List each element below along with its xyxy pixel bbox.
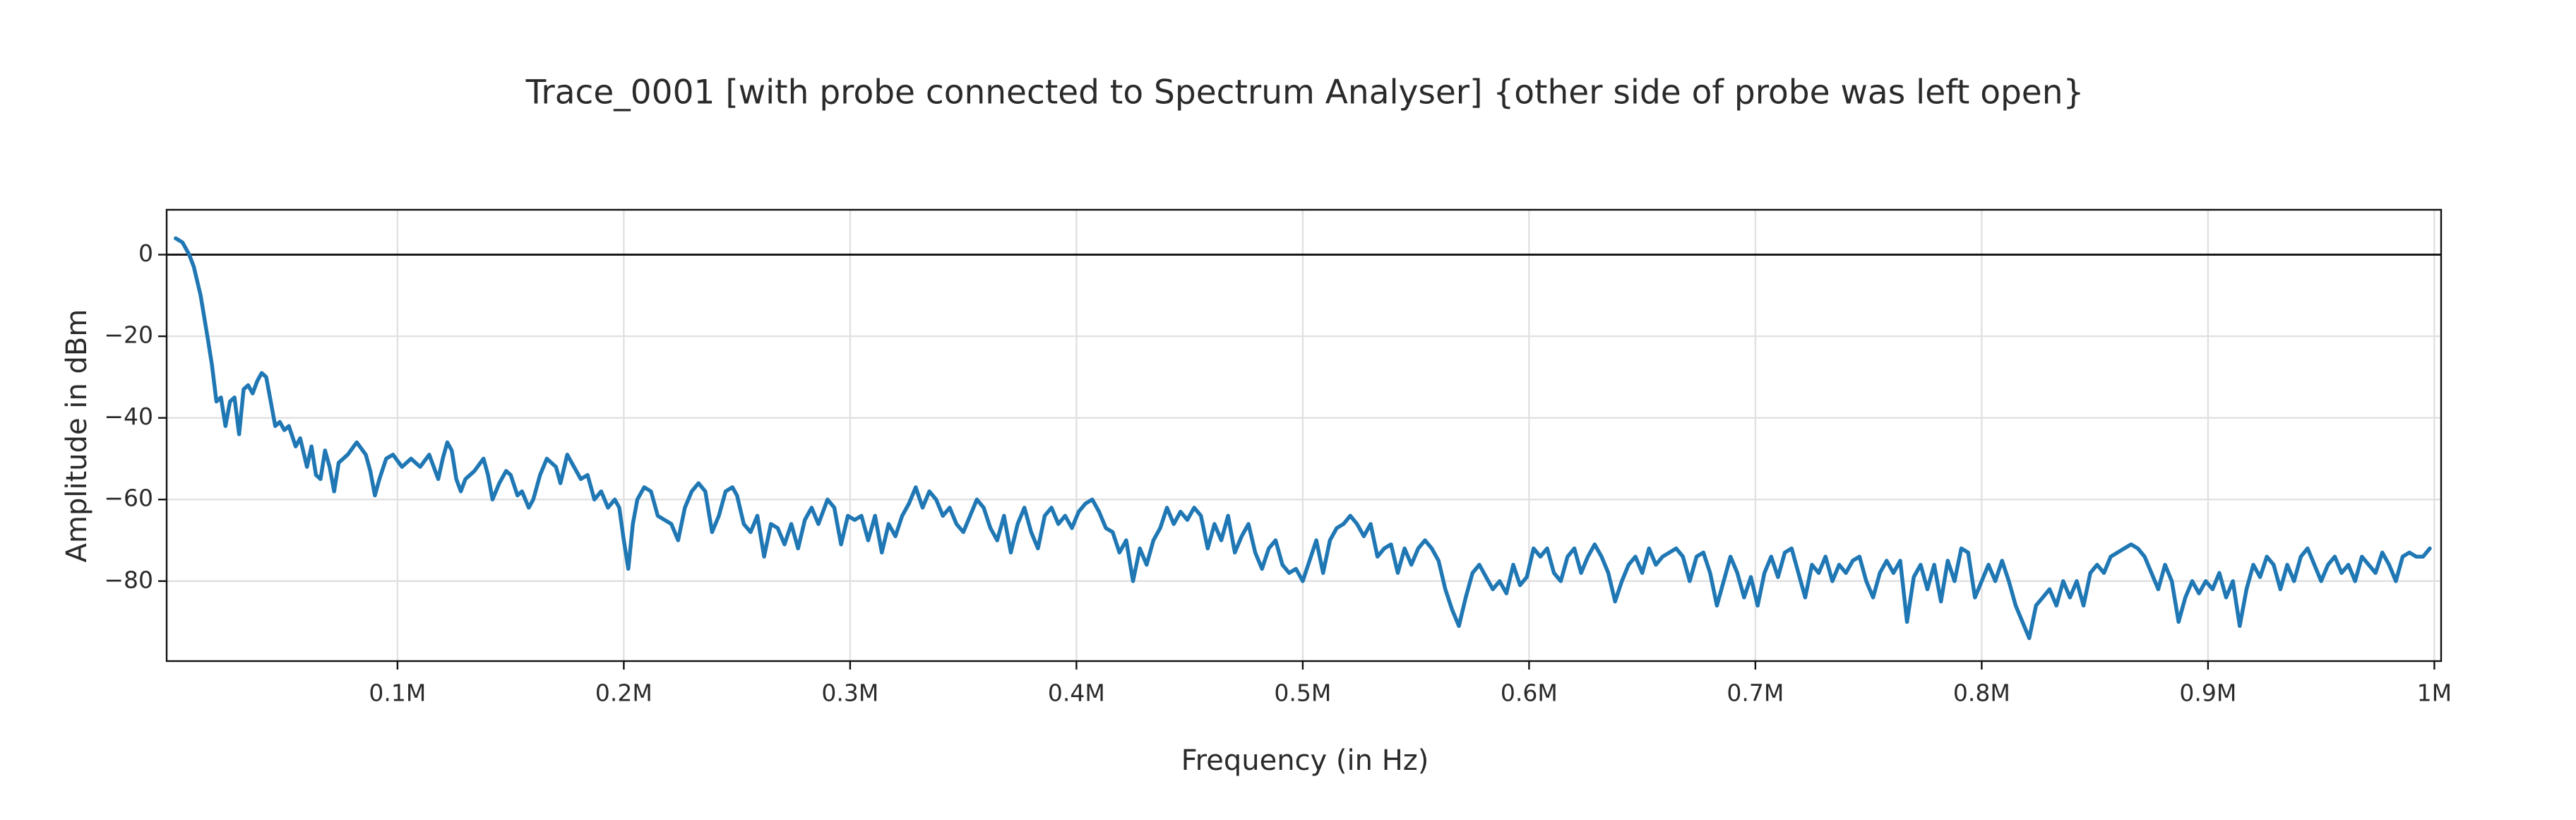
- plot-frame: [165, 208, 2443, 662]
- x-tick-label: 0.9M: [2179, 679, 2236, 707]
- trace-line: [174, 236, 2432, 641]
- y-tick-label: −60: [104, 485, 153, 512]
- chart-title: Trace_0001 [with probe connected to Spec…: [525, 73, 2085, 112]
- x-axis-title: Frequency (in Hz): [1181, 744, 1429, 777]
- y-tick-label: −80: [104, 566, 153, 593]
- y-tick-label: −40: [104, 403, 153, 430]
- y-tick-label: 0: [138, 239, 153, 267]
- y-axis-title: Amplitude in dBm: [61, 309, 93, 563]
- x-tick-label: 0.2M: [595, 679, 652, 707]
- x-tick-label: 0.7M: [1727, 679, 1784, 707]
- x-tick-label: 0.8M: [1953, 679, 2010, 707]
- x-tick-label: 0.1M: [369, 679, 426, 707]
- y-tick-label: −20: [104, 321, 153, 349]
- x-tick-label: 0.6M: [1501, 679, 1558, 707]
- x-tick-label: 0.5M: [1274, 679, 1331, 707]
- x-tick-label: 1M: [2417, 679, 2452, 707]
- x-tick-label: 0.3M: [821, 679, 878, 707]
- x-tick-label: 0.4M: [1048, 679, 1105, 707]
